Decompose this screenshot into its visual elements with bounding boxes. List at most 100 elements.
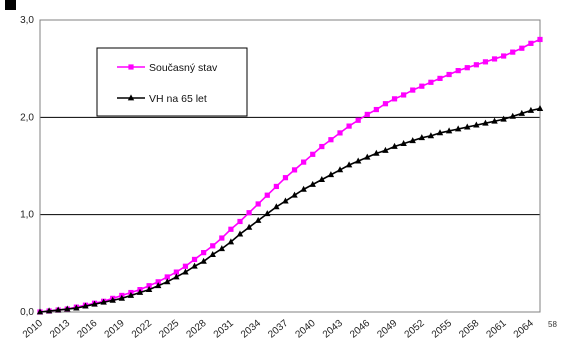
data-point <box>354 157 362 164</box>
y-tick-label: 2,0 <box>20 112 34 123</box>
data-point <box>210 243 216 249</box>
data-point <box>345 161 353 168</box>
data-point <box>427 132 435 139</box>
series-line <box>39 107 541 313</box>
data-point <box>382 101 389 107</box>
data-point <box>391 142 398 149</box>
series-layer <box>36 36 544 315</box>
x-tick-label: 2022 <box>130 318 154 341</box>
data-point <box>109 296 116 303</box>
data-point <box>527 106 535 113</box>
data-point <box>491 56 498 62</box>
data-point <box>236 230 244 237</box>
x-tick-label: 2016 <box>75 318 99 341</box>
data-point <box>401 92 407 98</box>
data-point <box>301 159 307 165</box>
data-point <box>64 305 71 312</box>
data-point <box>54 306 62 313</box>
data-point <box>373 149 380 156</box>
data-point <box>327 171 335 178</box>
data-point <box>219 235 225 241</box>
x-tick-label: 2061 <box>484 318 508 341</box>
data-point <box>291 167 298 173</box>
legend-swatch-marker <box>127 94 135 101</box>
data-point <box>528 40 534 46</box>
data-point <box>228 226 234 232</box>
data-point <box>364 153 371 160</box>
data-point <box>255 201 261 207</box>
data-point <box>73 304 80 311</box>
x-tick-label: 2013 <box>48 318 72 341</box>
data-point <box>182 268 189 275</box>
x-tick-label: 2055 <box>430 318 454 341</box>
data-point <box>454 125 462 132</box>
data-point <box>237 218 243 225</box>
legend-swatch-marker <box>128 64 134 70</box>
y-axis-tick-labels: 0,0 1,0 2,0 3,0 <box>20 15 34 318</box>
data-point <box>310 151 316 157</box>
data-point <box>491 117 498 124</box>
data-point <box>36 308 44 315</box>
data-point <box>410 87 416 93</box>
data-point <box>509 112 516 119</box>
data-point <box>246 210 252 216</box>
data-point <box>373 106 379 113</box>
data-point <box>518 109 526 116</box>
x-axis-tick-labels: 2010 2013 2016 2019 2022 2025 2028 2031 2034 2037… <box>21 318 536 341</box>
data-point <box>364 111 370 118</box>
data-point <box>455 68 461 74</box>
data-point <box>436 129 444 136</box>
data-point <box>319 143 325 150</box>
slide-corner-mark <box>5 0 16 10</box>
data-point <box>445 127 453 134</box>
data-point <box>419 83 425 89</box>
data-point <box>346 123 352 129</box>
x-tick-label: 2025 <box>157 318 181 341</box>
y-tick-label: 3,0 <box>20 15 34 26</box>
data-point <box>501 53 507 59</box>
data-point <box>437 75 443 81</box>
data-point <box>473 121 480 128</box>
data-point <box>155 279 161 285</box>
data-point <box>164 278 171 285</box>
x-tick-label: 2040 <box>294 318 318 341</box>
data-point <box>500 115 507 122</box>
data-point <box>182 263 189 269</box>
data-point <box>337 130 343 136</box>
data-point <box>227 238 235 245</box>
data-point <box>537 36 543 43</box>
x-tick-label: 2052 <box>403 318 427 341</box>
x-tick-label: 2031 <box>212 318 236 341</box>
data-point <box>127 291 135 298</box>
x-tick-label: 2043 <box>321 318 345 341</box>
plot-area-border <box>39 19 541 313</box>
data-point <box>291 191 298 198</box>
data-point <box>418 134 426 141</box>
data-point <box>191 262 198 269</box>
data-point <box>201 250 207 256</box>
data-point <box>428 79 434 85</box>
data-point <box>391 96 398 102</box>
data-point <box>273 183 279 190</box>
legend: Současný stav VH na 65 let <box>96 47 248 117</box>
data-point <box>146 283 152 289</box>
data-point <box>282 197 289 204</box>
data-point <box>482 119 489 126</box>
data-point <box>164 274 170 280</box>
data-point <box>245 223 253 230</box>
legend-box <box>96 47 248 117</box>
y-tick-label: 1,0 <box>20 210 34 221</box>
data-point <box>519 45 525 51</box>
data-point <box>536 104 544 111</box>
data-point <box>100 298 107 305</box>
data-point <box>355 117 361 123</box>
data-point <box>154 282 162 289</box>
data-point <box>264 210 271 217</box>
y-tick-label: 0,0 <box>20 307 34 318</box>
x-tick-label: 2046 <box>348 318 372 341</box>
x-tick-label: 2028 <box>184 318 208 341</box>
data-point <box>336 166 344 173</box>
x-tick-label: 2037 <box>266 318 290 341</box>
data-point <box>473 62 479 68</box>
